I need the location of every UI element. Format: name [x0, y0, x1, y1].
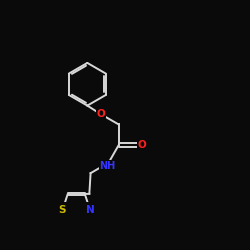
Text: S: S	[59, 205, 66, 215]
Text: O: O	[97, 110, 106, 120]
Text: O: O	[138, 140, 146, 150]
Text: NH: NH	[99, 161, 116, 171]
Text: N: N	[86, 205, 94, 215]
